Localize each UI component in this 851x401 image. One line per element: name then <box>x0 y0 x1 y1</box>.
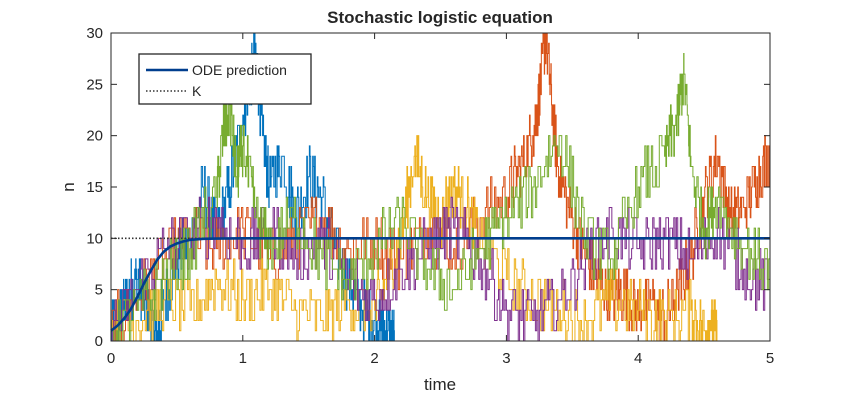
simulation-trace-5 <box>111 53 771 342</box>
x-tick-label: 4 <box>634 350 642 367</box>
ode-prediction-line <box>110 237 770 332</box>
ode-layer <box>110 237 770 332</box>
y-tick-label: 20 <box>86 128 103 145</box>
legend-k-label: K <box>192 83 202 99</box>
x-tick-label: 2 <box>370 350 378 367</box>
y-tick-label: 30 <box>86 25 103 42</box>
x-tick-label: 5 <box>766 350 774 367</box>
x-tick-label: 1 <box>239 350 247 367</box>
y-tick-label: 5 <box>95 282 103 299</box>
y-axis-label: n <box>59 182 78 191</box>
y-tick-label: 10 <box>86 230 103 247</box>
y-tick-label: 15 <box>86 179 103 196</box>
y-tick-label: 25 <box>86 76 103 93</box>
axis-ticks: 0 1 2 3 4 5 0 5 10 15 20 25 30 <box>86 25 774 367</box>
y-tick-label: 0 <box>95 333 103 350</box>
chart-title: Stochastic logistic equation <box>327 8 553 27</box>
simulation-trace-4 <box>111 196 771 342</box>
legend-ode-label: ODE prediction <box>192 62 287 78</box>
legend-box <box>138 53 312 105</box>
legend: ODE prediction K <box>138 53 312 105</box>
x-tick-label: 0 <box>107 350 115 367</box>
x-tick-label: 3 <box>502 350 510 367</box>
x-axis-label: time <box>424 375 456 394</box>
